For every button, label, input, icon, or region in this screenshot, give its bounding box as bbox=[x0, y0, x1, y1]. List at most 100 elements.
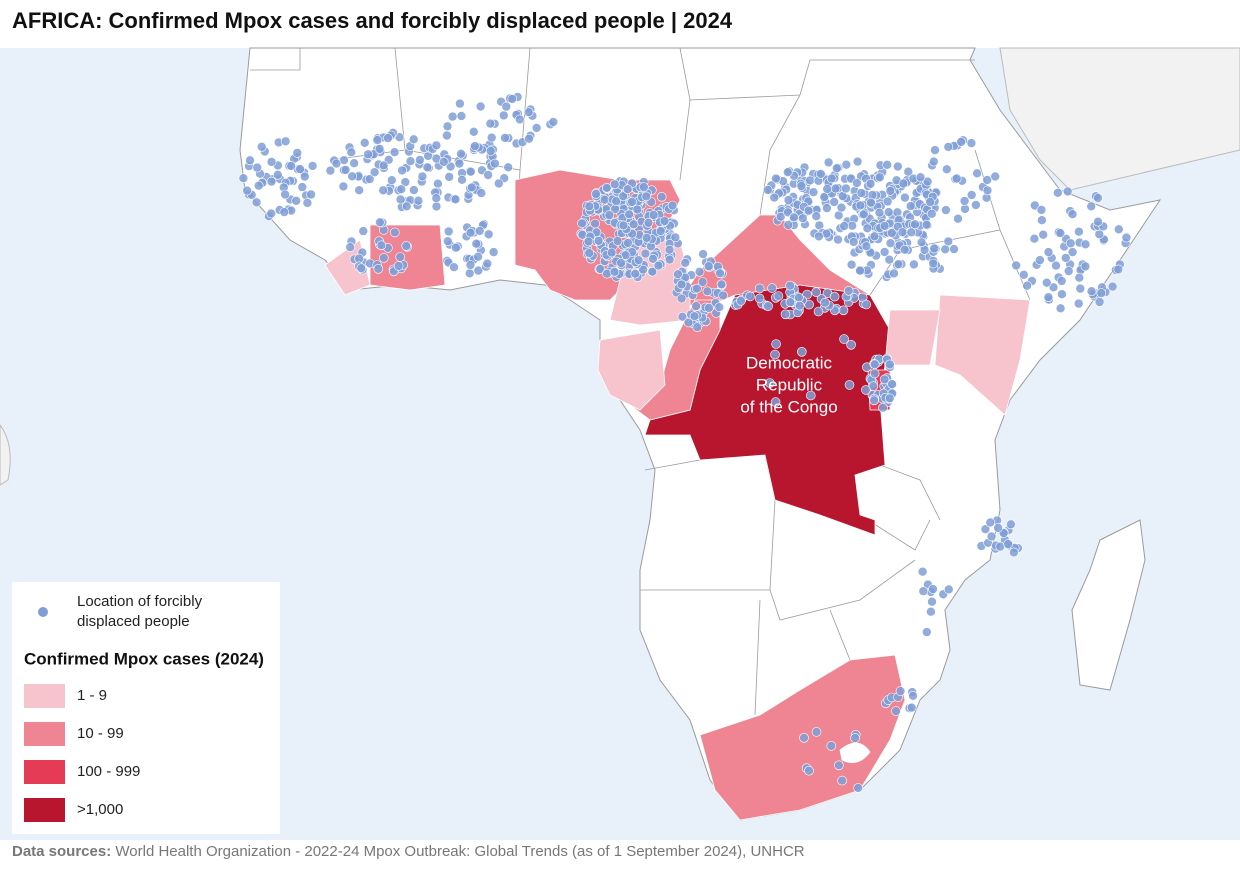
displacement-point bbox=[691, 301, 701, 311]
displacement-point bbox=[927, 596, 937, 607]
displacement-point bbox=[874, 207, 885, 218]
source-label: Data sources: bbox=[12, 843, 111, 860]
displacement-point bbox=[879, 247, 890, 257]
displacement-point bbox=[443, 226, 454, 237]
displacement-point bbox=[771, 173, 781, 184]
displacement-point bbox=[892, 161, 903, 172]
displacement-point bbox=[486, 132, 497, 143]
title: AFRICA: Confirmed Mpox cases and forcibl… bbox=[12, 8, 733, 33]
displacement-point bbox=[805, 175, 815, 186]
atlantic-island bbox=[0, 424, 11, 486]
displacement-point bbox=[908, 690, 918, 701]
displacement-point bbox=[885, 359, 895, 370]
displacement-point bbox=[253, 180, 264, 191]
displacement-point bbox=[485, 146, 496, 156]
displacement-point bbox=[664, 244, 675, 255]
displacement-point bbox=[1048, 282, 1059, 293]
displacement-point bbox=[1074, 272, 1085, 283]
displacement-point bbox=[689, 311, 700, 322]
displacement-point bbox=[442, 236, 453, 246]
displacement-point bbox=[442, 121, 453, 132]
displacement-point bbox=[1063, 266, 1074, 276]
displacement-point bbox=[676, 279, 687, 290]
displacement-point bbox=[839, 334, 849, 344]
displacement-point bbox=[548, 117, 559, 127]
displacement-point bbox=[886, 228, 897, 238]
displacement-point bbox=[736, 296, 746, 306]
displacement-point bbox=[826, 173, 837, 184]
displacement-point bbox=[408, 134, 419, 145]
displacement-point bbox=[1086, 201, 1096, 212]
displacement-point bbox=[1055, 228, 1066, 238]
displacement-point bbox=[971, 200, 981, 210]
displacement-point bbox=[780, 309, 791, 320]
displacement-point bbox=[670, 232, 681, 243]
displacement-point bbox=[882, 196, 893, 207]
displacement-point bbox=[299, 171, 310, 182]
displacement-point bbox=[374, 144, 385, 154]
displacement-point bbox=[943, 584, 954, 595]
displacement-point bbox=[454, 158, 465, 169]
displacement-point bbox=[503, 162, 514, 173]
displacement-point bbox=[811, 211, 822, 221]
legend-swatch bbox=[24, 760, 65, 784]
displacement-point bbox=[389, 147, 400, 157]
displacement-point bbox=[584, 201, 595, 212]
displacement-point bbox=[922, 176, 933, 187]
displacement-point bbox=[395, 252, 406, 262]
displacement-point bbox=[1043, 292, 1054, 303]
displacement-point bbox=[473, 265, 484, 276]
displacement-point bbox=[697, 277, 708, 287]
displacement-point bbox=[808, 187, 819, 197]
displacement-point bbox=[917, 566, 928, 577]
displacement-point bbox=[966, 190, 977, 200]
displacement-point bbox=[1073, 298, 1084, 309]
displacement-point bbox=[889, 268, 899, 279]
displacement-point bbox=[680, 257, 691, 268]
displacement-point bbox=[1121, 232, 1132, 243]
displacement-point bbox=[396, 184, 407, 194]
displacement-point bbox=[929, 243, 940, 254]
border-south bbox=[640, 454, 941, 716]
displacement-point bbox=[916, 237, 927, 248]
displacement-point bbox=[856, 188, 867, 198]
displacement-point bbox=[1022, 280, 1032, 291]
displacement-point bbox=[822, 184, 833, 194]
displacement-point bbox=[641, 191, 652, 202]
displacement-point bbox=[884, 393, 895, 404]
displacement-point bbox=[297, 182, 308, 192]
displacement-point bbox=[450, 194, 461, 205]
displacement-point bbox=[442, 130, 452, 141]
displacement-point bbox=[861, 241, 872, 251]
displacement-point bbox=[659, 216, 670, 226]
displacement-point bbox=[331, 158, 342, 169]
displacement-point bbox=[926, 606, 936, 617]
displacement-point bbox=[266, 157, 277, 167]
displacement-point bbox=[813, 306, 824, 317]
displacement-point bbox=[1094, 297, 1105, 307]
displacement-point bbox=[853, 783, 863, 793]
displacement-point bbox=[884, 254, 895, 265]
displacement-point bbox=[882, 160, 893, 170]
displacement-point bbox=[356, 263, 367, 274]
displacement-point bbox=[898, 178, 909, 189]
displacement-point bbox=[799, 732, 809, 743]
displacement-point bbox=[982, 175, 993, 185]
legend-swatch bbox=[24, 798, 65, 822]
displacement-point bbox=[465, 260, 476, 270]
displacement-point bbox=[279, 207, 290, 217]
displacement-point bbox=[238, 173, 249, 183]
displacement-point bbox=[906, 702, 917, 713]
displacement-point bbox=[302, 198, 313, 208]
displacement-point bbox=[928, 156, 939, 167]
displacement-point bbox=[770, 349, 780, 360]
displacement-point bbox=[865, 179, 876, 189]
displacement-point bbox=[953, 213, 963, 224]
displacement-point bbox=[805, 390, 816, 401]
displacement-point bbox=[814, 231, 824, 242]
displacement-point bbox=[770, 397, 781, 407]
displacement-point bbox=[498, 110, 509, 121]
legend-title: Confirmed Mpox cases (2024) bbox=[24, 649, 264, 668]
